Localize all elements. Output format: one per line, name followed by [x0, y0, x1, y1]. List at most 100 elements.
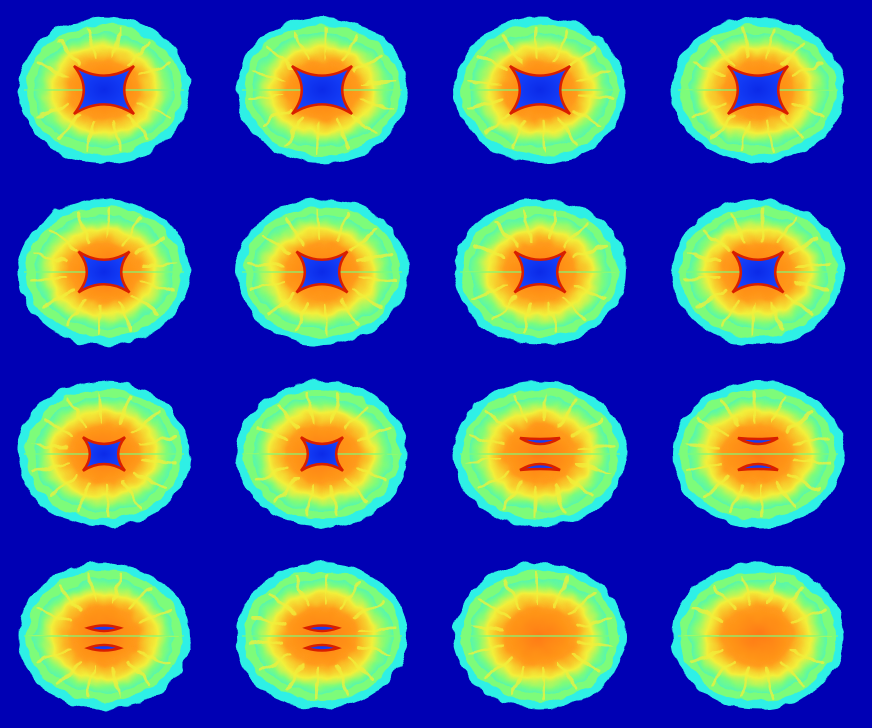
sulcus-mark: [116, 301, 132, 332]
brain-slice: [672, 199, 844, 345]
sulcus-mark: [111, 574, 123, 606]
sulcus-mark: [137, 102, 172, 119]
sulcus-mark: [86, 120, 97, 152]
sulcus-mark: [785, 410, 814, 434]
sulcus-mark: [334, 212, 351, 243]
sulcus-mark: [36, 61, 71, 78]
sulcus-mark: [137, 61, 172, 78]
sulcus-mark: [466, 79, 504, 87]
sulcus-mark: [710, 659, 736, 686]
sulcus-mark: [85, 666, 97, 698]
sulcus-mark: [355, 466, 390, 483]
sulcus-mark: [720, 398, 741, 427]
sulcus-mark: [111, 28, 122, 60]
sulcus-mark: [352, 600, 385, 620]
sulcus-mark: [274, 478, 300, 504]
sulcus-mark: [352, 289, 384, 309]
sulcus-mark: [511, 119, 528, 150]
ventricle: [519, 436, 561, 472]
sulcus-mark: [686, 461, 723, 474]
sulcus-mark: [553, 576, 569, 608]
sulcus-mark: [521, 302, 533, 334]
sulcus-mark: [30, 275, 68, 283]
sulcus-mark: [794, 261, 832, 269]
sulcus-mark: [492, 296, 518, 322]
sulcus-mark: [139, 434, 176, 447]
sulcus-mark: [575, 616, 612, 629]
sulcus-mark: [65, 298, 87, 328]
sulcus-mark: [546, 302, 558, 335]
sulcus-mark: [576, 639, 614, 648]
sulcus-mark: [283, 116, 305, 146]
sulcus-mark: [729, 482, 746, 514]
sulcus-mark: [562, 296, 587, 323]
sulcus-mark: [284, 216, 305, 245]
brain-slice: [454, 199, 626, 345]
sulcus-mark: [358, 625, 396, 633]
sulcus-mark: [344, 478, 369, 505]
sulcus-mark: [702, 474, 731, 498]
sulcus-mark: [75, 483, 92, 514]
ventricle: [727, 64, 789, 116]
sulcus-mark: [126, 660, 151, 687]
sulcus-mark: [703, 228, 732, 252]
sulcus-mark: [468, 98, 505, 110]
sulcus-mark: [566, 475, 595, 499]
sulcus-mark: [466, 457, 504, 465]
sulcus-mark: [111, 120, 122, 152]
sulcus-mark: [259, 652, 292, 672]
brain-slice: [18, 563, 190, 709]
sulcus-mark: [266, 292, 296, 316]
sulcus-mark: [303, 484, 315, 516]
ventricle: [513, 250, 567, 294]
sulcus-mark: [573, 284, 608, 301]
brain-slice: [18, 381, 190, 527]
sulcus-mark: [357, 644, 394, 657]
sulcus-mark: [780, 660, 805, 687]
sulcus-mark: [110, 666, 122, 699]
sulcus-mark: [358, 275, 396, 283]
sulcus-mark: [557, 663, 578, 692]
sulcus-mark: [765, 574, 777, 606]
ventricle: [291, 64, 353, 116]
sulcus-mark: [566, 46, 596, 70]
sulcus-mark: [358, 79, 396, 87]
sulcus-mark: [275, 403, 300, 430]
brain-slice: [18, 199, 190, 345]
sulcus-mark: [493, 221, 518, 248]
sulcus-mark: [328, 484, 340, 517]
sulcus-mark: [788, 235, 821, 256]
sulcus-mark: [764, 666, 775, 699]
brain-slice: [18, 17, 190, 163]
sulcus-mark: [266, 46, 296, 70]
sulcus-mark: [573, 243, 608, 260]
ventricle: [300, 436, 344, 472]
ventricle: [737, 436, 779, 472]
sulcus-mark: [76, 212, 92, 243]
sulcus-mark: [750, 303, 757, 336]
sulcus-mark: [56, 659, 82, 686]
sulcus-mark: [304, 391, 316, 424]
sulcus-mark: [48, 474, 77, 498]
sulcus-mark: [477, 470, 510, 491]
sulcus-mark: [56, 114, 82, 141]
sulcus-mark: [36, 102, 71, 119]
sulcus-mark: [248, 93, 286, 101]
sulcus-mark: [315, 208, 321, 241]
sulcus-mark: [334, 119, 351, 150]
sulcus-mark: [759, 485, 765, 518]
sulcus-mark: [36, 607, 71, 623]
sulcus-mark: [793, 434, 830, 447]
sulcus-mark: [357, 98, 394, 110]
sulcus-mark: [30, 442, 68, 451]
sulcus-mark: [314, 121, 321, 154]
sulcus-mark: [260, 106, 292, 127]
sulcus-mark: [575, 70, 612, 82]
sulcus-mark: [293, 30, 310, 61]
sulcus-mark: [791, 608, 826, 624]
ventricle: [77, 250, 131, 294]
sulcus-mark: [329, 392, 341, 424]
sulcus-mark: [478, 53, 510, 73]
sulcus-mark: [730, 212, 746, 243]
